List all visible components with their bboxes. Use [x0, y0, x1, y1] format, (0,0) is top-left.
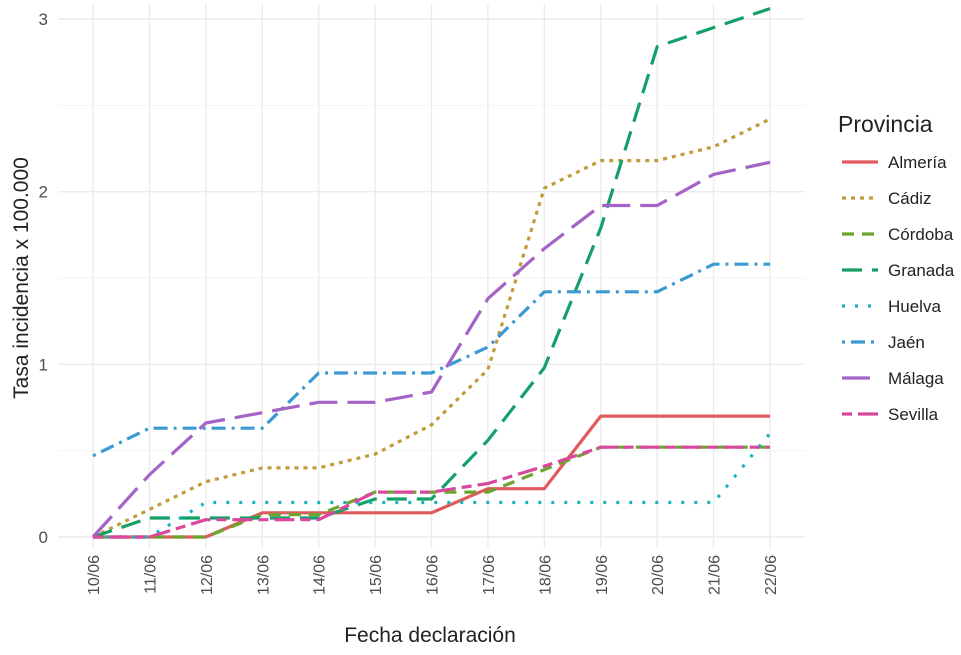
series-line-sevilla: [93, 445, 770, 539]
legend-label: Cádiz: [888, 189, 931, 208]
series-line-huelva: [93, 432, 772, 539]
series-line-granada: [92, 7, 771, 539]
x-tick-label: 15/06: [368, 555, 385, 595]
x-tick-label: 21/06: [707, 555, 724, 595]
y-tick-label: 3: [39, 10, 48, 29]
legend-label: Sevilla: [888, 405, 939, 424]
y-tick-label: 1: [39, 355, 48, 374]
x-tick-label: 18/06: [537, 555, 554, 595]
legend-label: Málaga: [888, 369, 944, 388]
y-tick-label: 0: [39, 528, 48, 547]
legend-label: Granada: [888, 261, 955, 280]
x-axis-label: Fecha declaración: [344, 624, 516, 647]
x-tick-label: 12/06: [199, 555, 216, 595]
x-tick-label: 20/06: [650, 555, 667, 595]
legend-label: Jaén: [888, 333, 925, 352]
y-tick-label: 2: [39, 183, 48, 202]
legend-label: Huelva: [888, 297, 941, 316]
x-tick-label: 10/06: [86, 555, 103, 595]
legend-label: Almería: [888, 153, 947, 172]
x-tick-label: 14/06: [312, 555, 329, 595]
x-tick-label: 22/06: [763, 555, 780, 595]
legend-label: Córdoba: [888, 225, 954, 244]
series-line-cádiz: [92, 117, 771, 539]
grid-lines: [58, 4, 805, 548]
x-tick-label: 17/06: [481, 555, 498, 595]
x-tick-label: 19/06: [594, 555, 611, 595]
y-axis-ticks: 0 1 2 3: [39, 10, 48, 547]
y-axis-label: Tasa incidencia x 100.000: [10, 157, 33, 399]
x-tick-label: 11/06: [142, 555, 159, 594]
legend-items: Almería Cádiz Córdoba Granada Huelva Jaén Mála…: [842, 153, 955, 424]
x-tick-label: 13/06: [255, 555, 272, 595]
x-tick-label: 16/06: [425, 555, 442, 595]
legend-title: Provincia: [838, 111, 933, 137]
series-line-almería: [93, 414, 770, 539]
series-line-jaén: [92, 262, 770, 458]
series-line-málaga: [91, 160, 771, 539]
legend: Provincia Almería Cádiz Córdoba Granada Huel…: [838, 111, 955, 424]
series-lines: [91, 7, 772, 539]
x-axis-ticks: 10/06 11/06 12/06 13/06 14/06 15/06 16/06 17/06…: [86, 555, 780, 595]
